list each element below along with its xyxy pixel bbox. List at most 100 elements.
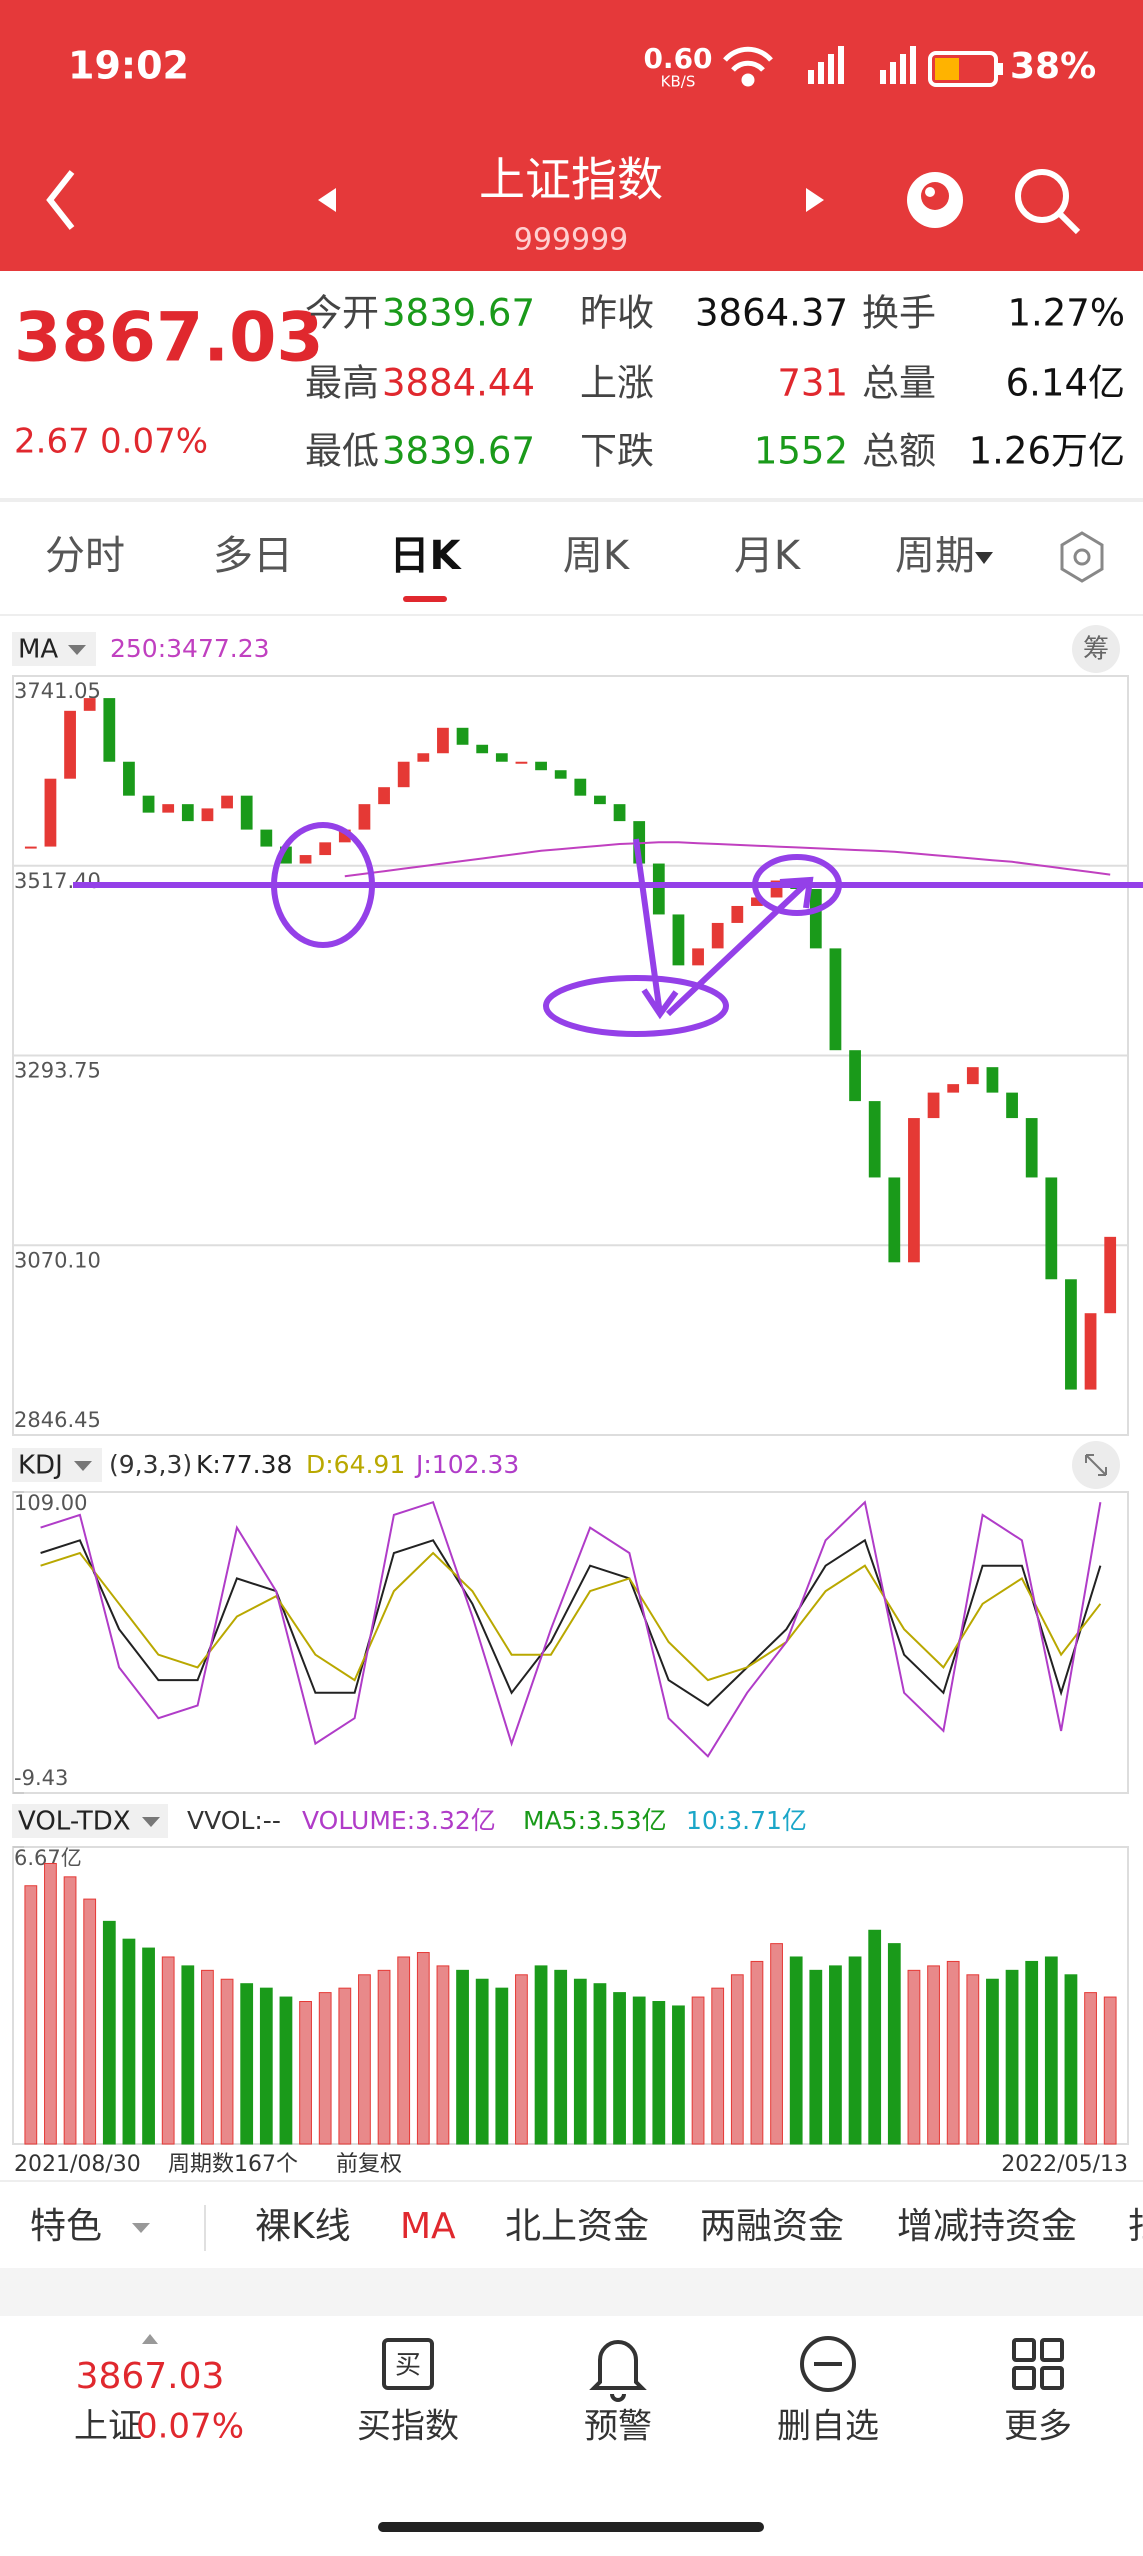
nav-item[interactable]: 更多: [1004, 2407, 1072, 2447]
candle: [456, 727, 469, 745]
candle: [142, 795, 155, 813]
chips-button[interactable]: [1072, 625, 1120, 673]
volume-bar: [63, 1876, 77, 2145]
candle: [692, 948, 704, 966]
search-button[interactable]: [1015, 169, 1081, 235]
circle-mark: [752, 854, 842, 916]
candle: [594, 795, 606, 805]
candle: [672, 914, 685, 966]
volume-bar: [927, 1965, 940, 2145]
period-tab[interactable]: 分时: [45, 533, 125, 579]
candle: [751, 897, 763, 906]
home-indicator: [378, 2522, 764, 2532]
volume-bar: [259, 1987, 273, 2145]
settings-button[interactable]: [1060, 531, 1104, 583]
indicator-tab[interactable]: 特色: [30, 2206, 102, 2247]
candle: [535, 761, 547, 771]
nav-item[interactable]: 买指数: [357, 2407, 459, 2447]
candle: [554, 770, 567, 779]
volume-bar: [1103, 1996, 1117, 2145]
volume-bar: [868, 1929, 882, 2145]
kdj-line: [40, 1500, 1102, 1758]
nav-pct: 0.07%: [136, 2407, 244, 2447]
adjust-mode: 前复权: [336, 2152, 402, 2177]
candle: [868, 1101, 881, 1178]
nav-item[interactable]: 删自选: [777, 2407, 879, 2447]
back-button[interactable]: [46, 170, 75, 230]
volume-bar: [770, 1943, 783, 2145]
period-tab[interactable]: 周K: [563, 533, 631, 579]
candle: [378, 787, 390, 805]
candle: [495, 753, 508, 762]
candle: [338, 829, 351, 843]
volume-bar: [358, 1974, 371, 2145]
prev-button[interactable]: [318, 188, 336, 212]
nav-icons: [382, 2336, 1064, 2402]
legend-chip[interactable]: [12, 1804, 168, 1838]
candle: [162, 804, 175, 813]
volume-bar: [1064, 1974, 1078, 2145]
kdj-readout: D:64.91: [306, 1450, 405, 1479]
volume-bar: [1044, 1956, 1058, 2145]
nav-items: 买指数 预警 删自选 更多: [357, 2407, 1072, 2447]
candle: [103, 698, 116, 762]
candle: [319, 842, 332, 856]
period-tab[interactable]: 月K: [734, 533, 802, 579]
volume-bar: [848, 1956, 862, 2145]
quote-label: 下跌: [580, 430, 654, 473]
volume-bar: [672, 2005, 685, 2145]
volume-bar: [966, 1974, 980, 2145]
volume-bar: [534, 1965, 548, 2145]
candle: [201, 808, 214, 822]
indicator-tab[interactable]: 两融资金: [700, 2206, 844, 2247]
period-tab[interactable]: 周期: [895, 533, 975, 579]
candle: [397, 761, 410, 788]
y-tick-label: 2846.45: [14, 1408, 101, 1432]
expand-arrow[interactable]: [142, 2334, 158, 2344]
candle: [849, 1050, 861, 1102]
candle: [613, 804, 626, 822]
volume-bar: [436, 1965, 450, 2145]
mascot-button[interactable]: [907, 172, 963, 228]
candle: [809, 888, 822, 949]
volume-bar: [495, 1987, 509, 2145]
volume-bar: [318, 1992, 332, 2145]
arrow-mark: [665, 876, 814, 1017]
kdj-line: [40, 1538, 1102, 1707]
volume-bar: [416, 1952, 430, 2145]
nav-item[interactable]: 预警: [584, 2407, 652, 2447]
volume-bar: [338, 1987, 352, 2145]
volume-bar: [613, 1992, 626, 2145]
arrow-mark: [633, 838, 679, 1020]
kdj-chart: 109.00 -9.43 K:77.38 D:64.91 J:102.33: [13, 1450, 1102, 1794]
indicator-tab[interactable]: MA: [400, 2206, 456, 2247]
candle: [1025, 1118, 1038, 1178]
candle: [280, 846, 292, 864]
period-tabs: 分时 多日 日K 周K 月K 周期: [45, 533, 975, 602]
annotations: [73, 822, 1143, 1037]
volume-bar: [299, 2001, 312, 2145]
separator: [204, 2205, 206, 2251]
volume-bar: [24, 1885, 38, 2145]
period-tab[interactable]: 日K: [390, 533, 463, 579]
volume-readout: VOLUME:3.32亿: [302, 1806, 496, 1835]
candle: [417, 753, 430, 762]
volume-bar: [1005, 1969, 1019, 2145]
kdj-line: [40, 1551, 1102, 1682]
indicator-tab[interactable]: 增减持资金: [897, 2206, 1077, 2247]
circle-mark: [271, 822, 375, 948]
volume-bar: [515, 1974, 528, 2145]
indicator-tab[interactable]: 扫: [1128, 2206, 1143, 2247]
quote-value: 1552: [754, 430, 848, 473]
indicator-tab[interactable]: 裸K线: [255, 2206, 351, 2247]
indicator-tab[interactable]: 北上资金: [505, 2206, 649, 2247]
volume-bar: [1025, 1960, 1039, 2145]
y-tick-label: 3070.10: [14, 1248, 101, 1272]
candle: [240, 795, 253, 830]
y-tick-label: 3517.40: [14, 869, 101, 893]
next-button[interactable]: [806, 188, 824, 212]
period-count: 周期数167个: [168, 2152, 298, 2177]
period-tab[interactable]: 多日: [213, 533, 293, 579]
